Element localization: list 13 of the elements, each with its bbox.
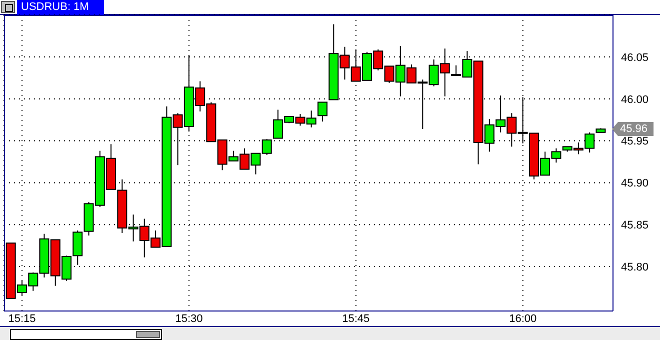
y-tick-label: 46.00 — [621, 94, 649, 106]
x-tick-label: 16:00 — [509, 312, 537, 325]
y-tick-label: 45.95 — [621, 136, 649, 148]
x-tick-label: 15:45 — [342, 312, 370, 325]
annotation: 45.96 — [612, 122, 654, 136]
y-tick-label: 46.05 — [621, 52, 649, 64]
y-tick-label: 45.90 — [621, 178, 649, 190]
candlestick — [317, 102, 328, 122]
chart-title: USDRUB: 1M — [17, 0, 104, 15]
y-tick-label: 45.80 — [621, 261, 649, 274]
x-tick-label: 15:15 — [8, 312, 36, 325]
y-tick-label: 45.85 — [621, 220, 649, 232]
x-tick-label: 15:30 — [175, 312, 203, 325]
